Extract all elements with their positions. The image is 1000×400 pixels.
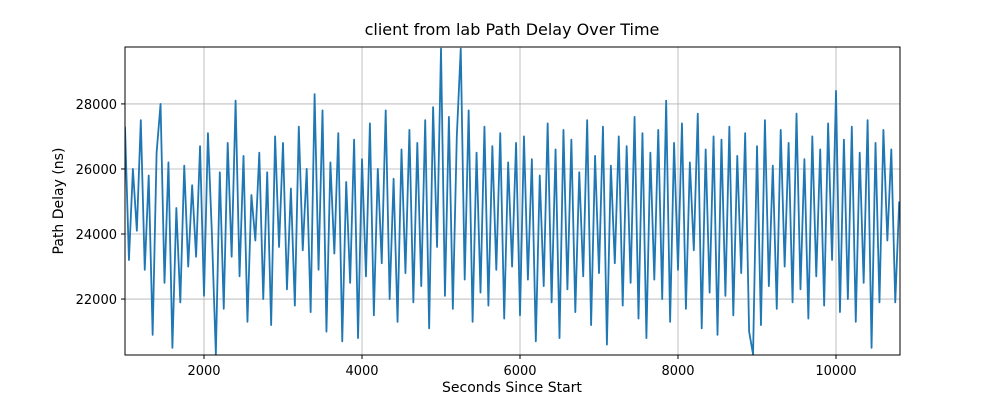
x-tick-label: 6000: [503, 364, 536, 379]
x-tick-label: 2000: [187, 364, 220, 379]
plot-area: [125, 47, 900, 355]
y-tick-label: 24000: [76, 228, 117, 243]
y-tick-label: 22000: [76, 293, 117, 308]
x-tick-label: 8000: [661, 364, 694, 379]
x-tick-label: 10000: [815, 364, 856, 379]
data-line: [125, 47, 900, 355]
x-axis-label: Seconds Since Start: [442, 380, 582, 396]
y-tick-label: 26000: [76, 163, 117, 178]
y-tick-label: 28000: [76, 98, 117, 113]
x-tick-label: 4000: [345, 364, 378, 379]
axes: 2000 4000 6000 8000 10000 22000 24000 26000 2800…: [76, 98, 857, 379]
y-axis-label: Path Delay (ns): [51, 148, 67, 255]
plot-frame: [124, 46, 901, 356]
chart-title: client from lab Path Delay Over Time: [365, 20, 660, 39]
